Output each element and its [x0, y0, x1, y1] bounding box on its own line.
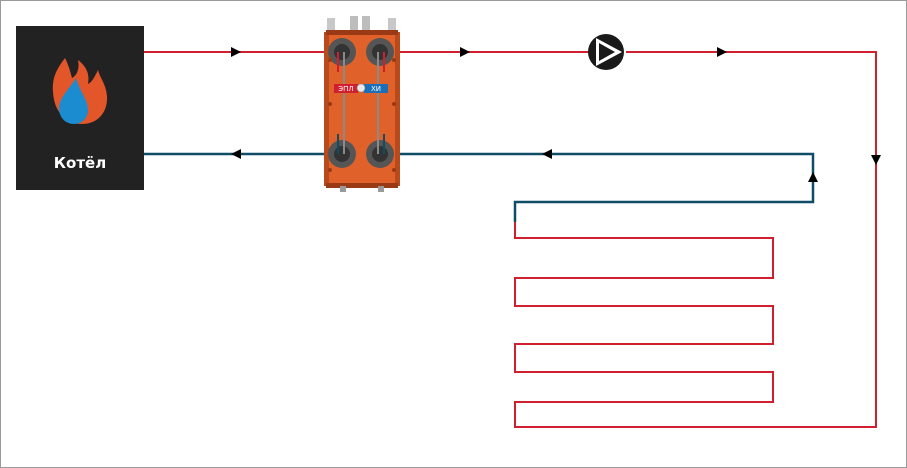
pump-icon: [588, 34, 624, 70]
flow-arrow-left: [231, 149, 241, 159]
boiler: Котёл: [16, 26, 144, 190]
flow-arrow-left: [542, 149, 552, 159]
plate-heat-exchanger: ЭПЛ ХИ: [324, 16, 400, 192]
floor-heating-return-pipe: [392, 152, 815, 222]
flow-arrow-right: [717, 47, 727, 57]
boiler-label: Котёл: [53, 154, 107, 172]
exchanger-brand-left: ЭПЛ: [338, 85, 353, 93]
flow-arrow-right: [231, 47, 241, 57]
flame-icon: [52, 58, 108, 124]
flow-arrow-right: [460, 47, 470, 57]
flow-arrow-down: [871, 155, 881, 165]
exchanger-brand-right: ХИ: [371, 85, 381, 93]
flow-arrow-up: [808, 172, 818, 182]
floor-heating-supply-loop: [392, 51, 877, 428]
